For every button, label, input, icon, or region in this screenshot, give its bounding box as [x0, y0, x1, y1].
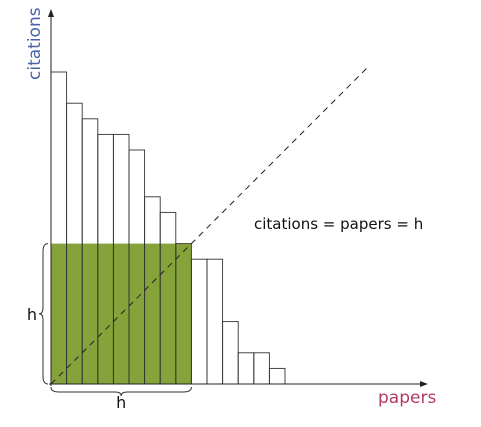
bar-fill — [269, 368, 285, 384]
bar-fill — [222, 321, 239, 384]
h-y-label: h — [27, 305, 37, 324]
diagonal-line — [50, 65, 370, 385]
y-axis-arrowhead — [48, 9, 54, 17]
y-brace — [38, 243, 49, 385]
bar-fill — [191, 259, 207, 384]
x-axis-arrowhead — [420, 381, 428, 387]
bar-fill — [207, 259, 223, 384]
bar-fill — [238, 352, 254, 384]
x-brace — [50, 386, 192, 397]
y-axis-label: citations — [25, 7, 45, 80]
h-x-label: h — [116, 393, 126, 412]
diagonal-annotation: citations = papers = h — [254, 215, 423, 233]
x-axis-label: papers — [378, 388, 436, 408]
bar-fill — [253, 352, 270, 384]
